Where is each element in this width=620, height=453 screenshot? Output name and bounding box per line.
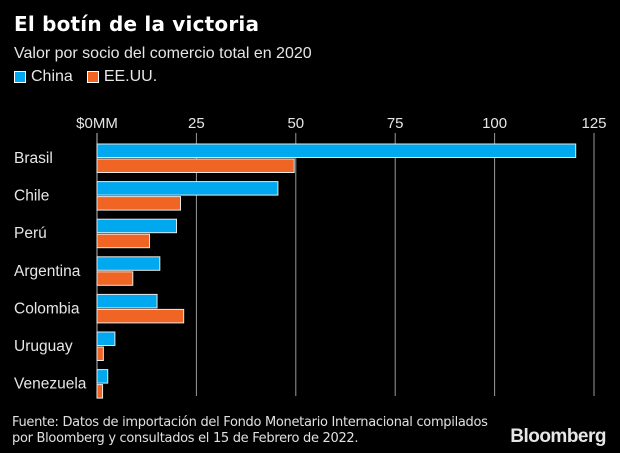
x-tick-label-125: 125 (581, 115, 606, 132)
category-label-chile: Chile (14, 188, 49, 205)
bar-peru-china (96, 218, 178, 234)
bar-argentina-china (96, 256, 161, 271)
legend-swatch-china (14, 71, 26, 83)
legend-label-us: EE.UU. (103, 68, 158, 85)
category-label-peru: Perú (14, 225, 47, 242)
category-label-venezuela: Venezuela (14, 376, 87, 393)
legend-item-us: EE.UU. (86, 68, 158, 86)
bar-uruguay-ee-uu- (96, 346, 104, 361)
bar-peru-ee-uu- (96, 233, 150, 249)
category-label-colombia: Colombia (14, 300, 80, 317)
bar-chile-ee-uu- (96, 196, 181, 211)
bar-colombia-ee-uu- (96, 308, 185, 324)
category-label-brasil: Brasil (14, 150, 53, 167)
bar-brasil-ee-uu- (96, 158, 295, 173)
chart-subtitle: Valor por socio del comercio total en 20… (14, 45, 312, 62)
bar-venezuela-ee-uu- (96, 384, 104, 399)
category-label-argentina: Argentina (14, 263, 81, 280)
legend-swatch-us (86, 71, 99, 83)
legend-label-china: China (31, 68, 73, 85)
source-note: Fuente: Datos de importación del Fondo M… (12, 415, 488, 447)
bar-argentina-ee-uu- (96, 271, 134, 286)
bar-uruguay-china (96, 331, 116, 346)
bar-chile-china (96, 181, 279, 196)
legend-item-china: China (14, 68, 73, 86)
x-tick-label-0: $0MM (76, 115, 118, 132)
x-tick-label-50: 50 (287, 115, 304, 132)
category-label-uruguay: Uruguay (14, 338, 73, 355)
legend: China EE.UU. (14, 68, 171, 86)
x-tick-label-75: 75 (387, 115, 404, 132)
bar-colombia-china (96, 293, 158, 309)
bloomberg-logo: Bloomberg (510, 426, 606, 447)
bar-venezuela-china (96, 369, 109, 384)
chart-title: El botín de la victoria (14, 12, 260, 36)
source-line-1: Fuente: Datos de importación del Fondo M… (12, 415, 488, 430)
source-line-2: por Bloomberg y consultados el 15 de Feb… (12, 431, 359, 446)
x-tick-label-25: 25 (188, 115, 205, 132)
x-tick-label-100: 100 (482, 115, 507, 132)
bar-brasil-china (96, 143, 577, 158)
